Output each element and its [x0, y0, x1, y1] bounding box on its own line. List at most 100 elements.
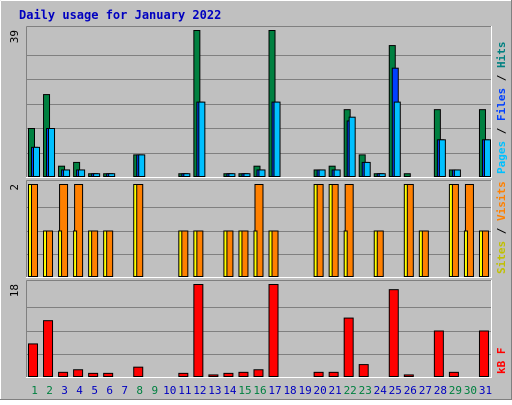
bar-pages-day-11: [183, 173, 191, 178]
bar-kb-day-17: [268, 284, 279, 377]
x-axis-day-labels: 1 2 3 4 5 6 7 8 9 10 11 12 13 14 15 16 17 18 19 20 21 22 23 24 2…: [31, 384, 492, 397]
x-tick-label-day-12: 12: [193, 384, 206, 397]
bar-sites-day-31: [478, 230, 483, 277]
bar-sites-day-1: [28, 184, 32, 277]
x-tick-label-day-10: 10: [163, 384, 176, 397]
bar-pages-day-8: [138, 154, 146, 177]
panel-visits-legend: Sites / Visits: [495, 181, 508, 274]
bar-sites-day-26: [403, 184, 408, 277]
legend-entry-kbytes-0: kB: [495, 360, 508, 374]
x-tick-label-day-18: 18: [283, 384, 296, 397]
bar-sites-day-8: [133, 184, 138, 277]
bar-kb-day-4: [73, 369, 84, 377]
bar-pages-day-16: [258, 169, 266, 177]
bar-kb-day-16: [253, 369, 264, 377]
bar-kb-day-6: [103, 372, 114, 378]
x-tick-label-day-5: 5: [91, 384, 98, 397]
bar-kb-day-22: [343, 317, 354, 378]
bar-sites-day-22: [343, 230, 348, 277]
x-tick-label-day-30: 30: [464, 384, 477, 397]
bar-sites-day-11: [178, 230, 183, 277]
bar-pages-day-20: [318, 169, 326, 177]
bar-sites-day-14: [223, 230, 228, 277]
x-tick-label-day-2: 2: [46, 384, 53, 397]
panel-hits-area-bg: [26, 26, 492, 178]
legend-entry-hits-2: Files: [495, 88, 508, 128]
bar-pages-day-6: [108, 173, 116, 178]
bar-sites-day-21: [328, 184, 333, 277]
bar-kb-day-2: [43, 320, 54, 377]
bar-pages-day-29: [453, 169, 461, 177]
x-tick-label-day-19: 19: [298, 384, 311, 397]
bar-kb-day-5: [88, 372, 99, 378]
x-tick-label-day-25: 25: [389, 384, 402, 397]
legend-entry-visits-1: /: [495, 227, 508, 241]
x-tick-label-day-23: 23: [359, 384, 372, 397]
bar-sites-day-16: [253, 230, 258, 277]
x-tick-label-day-14: 14: [223, 384, 237, 397]
bar-kb-day-31: [478, 330, 489, 377]
legend-entry-hits-3: /: [495, 74, 508, 88]
panel-hits-ymax-label: 39: [8, 30, 21, 43]
legend-entry-hits-1: /: [495, 127, 508, 141]
bar-sites-day-4: [73, 230, 78, 277]
bar-kb-day-11: [178, 372, 189, 378]
x-tick-label-day-27: 27: [419, 384, 432, 397]
x-tick-label-day-20: 20: [314, 384, 327, 397]
panel-kbytes-legend: kB F: [495, 348, 508, 375]
x-tick-label-day-16: 16: [253, 384, 266, 397]
bar-sites-day-12: [193, 230, 198, 277]
bar-sites-day-2: [43, 230, 48, 277]
bar-pages-day-1: [33, 146, 40, 178]
bar-kb-day-26: [403, 374, 414, 377]
bar-sites-day-17: [268, 230, 273, 277]
legend-entry-hits-4: Hits: [495, 42, 508, 75]
bar-sites-day-24: [373, 230, 378, 277]
bar-pages-day-21: [333, 169, 341, 177]
legend-entry-visits-0: Sites: [495, 241, 508, 274]
x-tick-label-day-28: 28: [434, 384, 447, 397]
panel-kbytes-area-bg: [26, 280, 492, 378]
bar-sites-day-3: [58, 230, 63, 277]
panel-kbytes-ymax-label: 18: [8, 284, 21, 297]
chart-panels: 39 Pages / Files / Hits 2 Sites / Visits 18 k…: [8, 26, 508, 378]
x-tick-label-day-29: 29: [449, 384, 462, 397]
bar-pages-day-15: [243, 173, 251, 178]
legend-entry-kbytes-1: F: [495, 348, 508, 361]
bar-sites-day-20: [313, 184, 318, 277]
bar-pages-day-5: [93, 173, 101, 178]
x-tick-label-day-22: 22: [344, 384, 357, 397]
legend-entry-visits-2: Visits: [495, 181, 508, 227]
bar-kb-day-13: [208, 374, 219, 377]
bar-pages-day-14: [228, 173, 236, 178]
bar-kb-day-29: [448, 371, 459, 378]
x-tick-label-day-6: 6: [106, 384, 113, 397]
bar-kb-day-14: [223, 372, 234, 378]
x-tick-label-day-8: 8: [136, 384, 143, 397]
bar-pages-day-12: [198, 101, 206, 177]
bar-kb-day-28: [433, 330, 444, 377]
bar-pages-day-25: [393, 101, 401, 177]
x-tick-label-day-21: 21: [329, 384, 342, 397]
panel-hits-legend: Pages / Files / Hits: [495, 42, 508, 175]
x-tick-label-day-7: 7: [121, 384, 128, 397]
bar-pages-day-28: [438, 139, 446, 177]
bar-pages-day-3: [63, 169, 71, 177]
panel-visits: 2 Sites / Visits: [8, 180, 508, 278]
bar-sites-day-5: [88, 230, 93, 277]
bar-kb-day-8: [133, 366, 144, 377]
panel-visits-ymax-label: 2: [8, 184, 21, 191]
bar-pages-day-23: [363, 161, 371, 178]
bar-kb-day-1: [28, 343, 38, 377]
panel-kbytes: 18 kB F: [8, 280, 508, 378]
bar-kb-day-23: [358, 364, 369, 378]
bar-kb-day-12: [193, 284, 204, 377]
bar-pages-day-17: [273, 101, 281, 177]
x-tick-label-day-15: 15: [238, 384, 251, 397]
bar-kb-day-15: [238, 371, 249, 378]
x-tick-label-day-9: 9: [151, 384, 158, 397]
bar-sites-day-30: [463, 230, 468, 277]
panel-hits: 39 Pages / Files / Hits: [8, 26, 508, 178]
